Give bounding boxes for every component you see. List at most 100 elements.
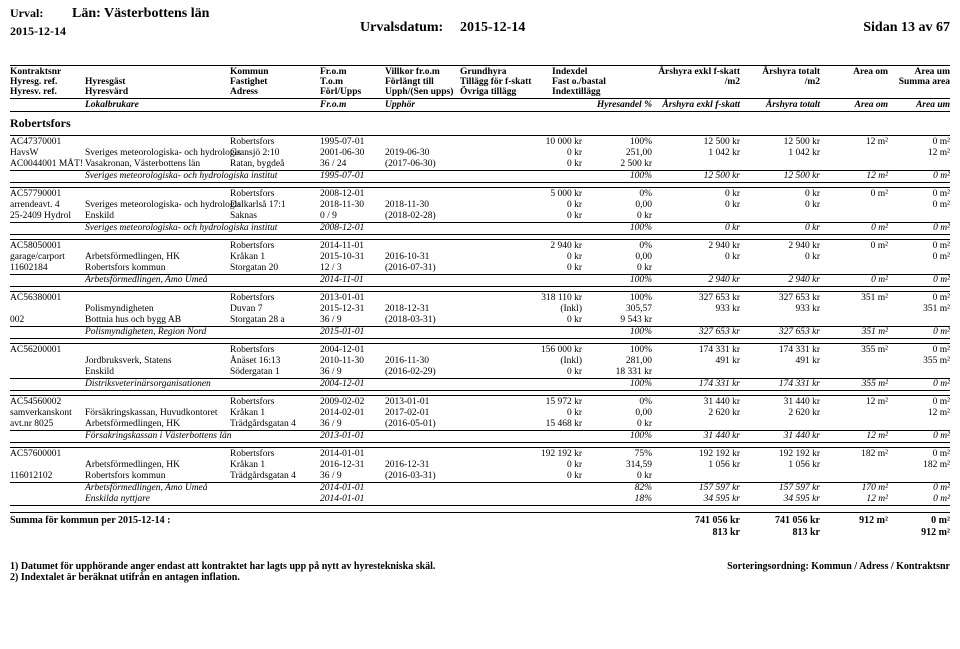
lokalbrukare-summary: Polismyndigheten, Region Nord2015-01-011… (10, 326, 950, 339)
lan-title: Län: Västerbottens län (72, 6, 209, 22)
cell: AC58050001 (10, 241, 61, 252)
footnote-1: 1) Datumet för upphörande anger endast a… (10, 561, 435, 572)
cell: 12 m² (866, 431, 888, 442)
cell: 12 m² (928, 148, 950, 159)
hdr-adress: Adress (230, 87, 258, 97)
cell: 116012102 (10, 471, 52, 482)
cell: 157 597 kr (779, 483, 820, 494)
hdr-hyresg-ref: Hyresg. ref. (10, 77, 57, 87)
hdr-tom: T.o.m (320, 77, 343, 87)
contract-block: AC54560002Robertsfors2009-02-022013-01-0… (10, 395, 950, 443)
cell: 2016-12-31 (385, 460, 429, 471)
cell: Arbetsförmedlingen, HK (85, 252, 180, 263)
cell: 100% (630, 171, 652, 182)
cell: Sveriges meteorologiska- och hydrologisk… (85, 223, 277, 234)
hdr-grundhyra: Grundhyra (460, 67, 506, 77)
cell: 12 500 kr (784, 137, 820, 148)
hdr-arshyra-exkl-2: Årshyra exkl f-skatt (662, 100, 740, 110)
hdr-upph: Upph/(Sen upps) (385, 87, 453, 97)
cell: 314,59 (626, 460, 652, 471)
contract-row: AC58050001Robertsfors2014-11-012 940 kr0… (10, 241, 950, 252)
hdr-area-om: Area om (853, 67, 888, 77)
contract-block: AC47370001Robertsfors1995-07-0110 000 kr… (10, 135, 950, 183)
page-footer: 1) Datumet för upphörande anger endast a… (10, 561, 950, 583)
summary-row: Arbetsförmedlingen, Amo Umeå2014-01-0182… (10, 483, 950, 494)
cell: 2010-11-30 (320, 356, 364, 367)
cell: 0 m² (933, 327, 950, 338)
contract-row: avt.nr 8025Arbetsförmedlingen, HKTrädgår… (10, 419, 950, 430)
hdr-from-2: Fr.o.m (320, 100, 346, 110)
rule (10, 187, 950, 188)
cell: 36 / 9 (320, 367, 342, 378)
cell: 9 543 kr (620, 315, 652, 326)
lokalbrukare-summary: Sveriges meteorologiska- och hydrologisk… (10, 170, 950, 183)
cell: 2017-02-01 (385, 408, 429, 419)
cell: 0 kr (805, 200, 820, 211)
cell: Robertsfors kommun (85, 263, 165, 274)
cell: 2 940 kr (788, 275, 820, 286)
cell: 0 m² (933, 449, 950, 460)
cell: 2 940 kr (550, 241, 582, 252)
cell: 2014-01-01 (320, 449, 364, 460)
cell: 2 940 kr (708, 275, 740, 286)
cell: 2013-01-01 (320, 431, 364, 442)
hdr-kommun: Kommun (230, 67, 269, 77)
cell: Polismyndigheten, Region Nord (85, 327, 206, 338)
cell: 327 653 kr (699, 327, 740, 338)
cell: Robertsfors kommun (85, 471, 165, 482)
cell: 12 500 kr (704, 171, 740, 182)
title-block: Urval: Län: Västerbottens län 2015-12-14… (10, 6, 950, 64)
hdr-arshyra-exkl: Årshyra exkl f-skatt (658, 67, 740, 77)
cell: 355 m² (862, 379, 888, 390)
cell: 0% (639, 397, 652, 408)
cell: 15 468 kr (546, 419, 582, 430)
hdr-indexdel: Indexdel (552, 67, 587, 77)
cell: 355 m² (923, 356, 950, 367)
cell: avt.nr 8025 (10, 419, 53, 430)
cell: 2014-01-01 (320, 494, 364, 505)
hdr-from: Fr.o.m (320, 67, 347, 77)
cell: 182 m² (861, 449, 888, 460)
cell: 0 kr (725, 223, 740, 234)
cell: 0% (639, 189, 652, 200)
cell: 0 kr (567, 148, 582, 159)
cell: 0,00 (635, 200, 652, 211)
cell: (2016-05-01) (385, 419, 436, 430)
contract-row: AC54560002Robertsfors2009-02-022013-01-0… (10, 397, 950, 408)
contract-row: samverkanskontFörsäkringskassan, Huvudko… (10, 408, 950, 419)
cell: 0 kr (637, 263, 652, 274)
cell: 2 620 kr (708, 408, 740, 419)
cell: 0 m² (871, 189, 888, 200)
cell: 2014-02-01 (320, 408, 364, 419)
cell: 1 042 kr (708, 148, 740, 159)
cell: 1995-07-01 (320, 171, 364, 182)
cell: 100% (630, 293, 652, 304)
cell: 75% (635, 449, 652, 460)
cell: 2001-06-30 (320, 148, 364, 159)
contract-row: AC57600001Robertsfors2014-01-01192 192 k… (10, 449, 950, 460)
cell: 351 m² (923, 304, 950, 315)
cell: (Inkl) (560, 356, 582, 367)
summary-row: Sveriges meteorologiska- och hydrologisk… (10, 171, 950, 182)
cell: 0 kr (725, 200, 740, 211)
cell: 31 440 kr (784, 397, 820, 408)
contract-row: Jordbruksverk, StatensÅnäset 16:132010-1… (10, 356, 950, 367)
cell: Polismyndigheten (85, 304, 154, 315)
cell: 174 331 kr (699, 345, 740, 356)
hdr-hyresvard: Hyresvärd (85, 87, 128, 97)
hdr-arshyra-tot-2: Årshyra totalt (766, 100, 820, 110)
contract-row: AC57790001Robertsfors2008-12-015 000 kr0… (10, 189, 950, 200)
cell: Dalkarlså 17:1 (230, 200, 286, 211)
cell: Enskilda nyttjare (85, 494, 150, 505)
summary-row: Arbetsförmedlingen, Amo Umeå2014-11-0110… (10, 275, 950, 286)
contract-row: 11602184Robertsfors kommunStorgatan 2012… (10, 263, 950, 274)
hdr-area-um: Area um (915, 67, 950, 77)
cell: 2016-10-31 (385, 252, 429, 263)
contract-blocks: AC47370001Robertsfors1995-07-0110 000 kr… (10, 135, 950, 506)
cell: 355 m² (861, 345, 888, 356)
cell: 0 kr (567, 315, 582, 326)
cell: Gransjö 2:10 (230, 148, 279, 159)
cell: Ånäset 16:13 (230, 356, 280, 367)
cell: 192 192 kr (541, 449, 582, 460)
cell: 0 m² (871, 275, 888, 286)
